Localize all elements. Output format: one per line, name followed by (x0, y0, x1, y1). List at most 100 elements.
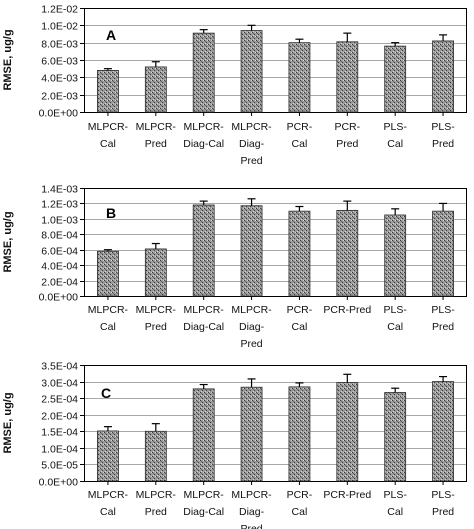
bar (144, 248, 167, 297)
x-tick-label: Cal (387, 321, 403, 333)
y-tick-label: 1.2E-02 (41, 4, 78, 16)
x-tick-label: MLPCR- (184, 489, 225, 501)
bar (288, 210, 311, 297)
bar (144, 430, 167, 482)
x-tick-label: PCR- (287, 489, 313, 501)
bar (192, 204, 215, 297)
y-tick-label: 2.5E-04 (41, 394, 78, 406)
x-tick-label: PLS- (384, 121, 408, 133)
bar (432, 40, 454, 113)
x-tick-label: Pred (240, 523, 262, 529)
x-tick-label: Cal (387, 138, 403, 150)
x-tick-label: Cal (292, 506, 308, 518)
x-tick-label: MLPCR- (136, 489, 177, 501)
y-tick-label: 5.0E-05 (41, 460, 78, 472)
x-tick-label: Pred (240, 338, 262, 350)
y-tick-label: 3.0E-04 (41, 378, 78, 390)
x-tick-label: Cal (100, 321, 116, 333)
y-tick-label: 1.5E-04 (41, 427, 78, 439)
bar (288, 386, 311, 482)
x-tick-label: Diag- (239, 138, 265, 150)
x-tick-label: PCR- (287, 304, 313, 316)
y-tick-label: 1.0E-03 (41, 215, 78, 227)
plot-frame (84, 188, 467, 297)
y-tick-label: 2.0E-04 (41, 277, 78, 289)
x-tick-label: PCR-Pred (323, 489, 371, 501)
y-tick-label: 4.0E-03 (41, 73, 78, 85)
x-tick-label: MLPCR- (184, 121, 225, 133)
y-tick-label: 3.5E-04 (41, 361, 78, 373)
bar (288, 42, 311, 113)
y-tick-label: 2.0E-04 (41, 411, 78, 423)
bar (97, 250, 119, 297)
bar (432, 210, 454, 297)
x-tick-label: MLPCR- (88, 489, 129, 501)
x-tick-label: Cal (292, 321, 308, 333)
y-tick-label: 4.0E-04 (41, 261, 78, 273)
x-tick-label: Cal (387, 506, 403, 518)
y-tick-label: 2.0E-03 (41, 91, 78, 103)
y-tick-label: 0.0E+00 (39, 108, 79, 120)
x-tick-label: Diag-Cal (183, 506, 224, 518)
chart-panel-a: 0.0E+00 2.0E-03 4.0E-03 6.0E-03 8.0E-03 1.0E-… (2, 4, 467, 167)
x-tick-label: PCR- (334, 121, 360, 133)
x-tick-label: Pred (145, 138, 167, 150)
y-tick-label: 0.0E+00 (39, 477, 79, 489)
bar (97, 430, 119, 482)
bar (432, 381, 454, 482)
y-tick-label: 1.2E-03 (41, 199, 78, 211)
y-axis-label: RMSE, ug/g (2, 392, 14, 453)
chart-panels: 0.0E+00 2.0E-03 4.0E-03 6.0E-03 8.0E-03 1.0E-… (2, 4, 467, 529)
x-tick-label: PCR- (287, 121, 313, 133)
x-tick-label: MLPCR- (231, 304, 272, 316)
y-tick-label: 6.0E-04 (41, 246, 78, 258)
x-tick-label: MLPCR- (231, 121, 272, 133)
x-tick-label: Pred (432, 321, 454, 333)
x-tick-label: Cal (100, 138, 116, 150)
panel-label: C (101, 385, 111, 401)
bar (384, 45, 407, 113)
y-tick-label: 1.4E-03 (41, 184, 78, 196)
y-tick-label: 8.0E-03 (41, 39, 78, 51)
y-tick-label: 1.0E-02 (41, 21, 78, 33)
x-tick-label: Pred (432, 506, 454, 518)
x-tick-label: Pred (432, 138, 454, 150)
y-tick-label: 6.0E-03 (41, 56, 78, 68)
bar (336, 41, 359, 113)
bar (192, 388, 215, 482)
x-tick-label: Cal (292, 138, 308, 150)
x-tick-label: PLS- (431, 489, 455, 501)
bar (192, 32, 215, 113)
plot-frame (84, 365, 467, 482)
x-tick-label: Pred (145, 506, 167, 518)
x-tick-label: MLPCR- (136, 304, 177, 316)
y-tick-label: 0.0E+00 (39, 292, 79, 304)
x-tick-label: Diag-Cal (183, 138, 224, 150)
bar (384, 392, 407, 482)
y-axis-label: RMSE, ug/g (2, 211, 14, 272)
x-tick-label: Diag- (239, 506, 265, 518)
bar (240, 386, 263, 482)
bar (97, 70, 119, 113)
y-axis-label: RMSE, ug/g (2, 29, 14, 90)
x-tick-label: MLPCR- (184, 304, 225, 316)
plot-frame (84, 8, 467, 113)
x-tick-label: MLPCR- (88, 304, 129, 316)
x-tick-label: MLPCR- (88, 121, 129, 133)
x-tick-label: PCR-Pred (323, 304, 371, 316)
x-tick-label: Diag- (239, 321, 265, 333)
y-tick-label: 8.0E-04 (41, 230, 78, 242)
x-tick-label: MLPCR- (136, 121, 177, 133)
chart-panel-c: 0.0E+00 5.0E-05 1.0E-04 1.5E-04 2.0E-04 2.5E-… (2, 361, 467, 529)
bar (240, 30, 263, 113)
x-tick-label: MLPCR- (231, 489, 272, 501)
bar (336, 382, 359, 482)
x-tick-label: PLS- (384, 489, 408, 501)
x-tick-label: Diag-Cal (183, 321, 224, 333)
panel-label: B (106, 205, 116, 221)
x-tick-label: PLS- (431, 304, 455, 316)
x-tick-label: Pred (336, 138, 358, 150)
x-tick-label: PLS- (431, 121, 455, 133)
panel-label: A (106, 27, 116, 43)
